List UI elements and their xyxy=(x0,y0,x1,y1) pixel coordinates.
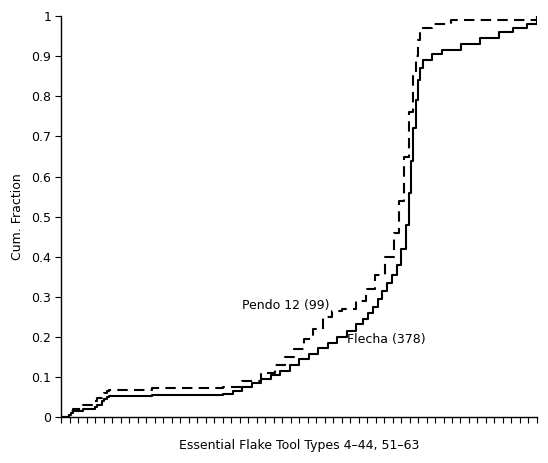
X-axis label: Essential Flake Tool Types 4–44, 51–63: Essential Flake Tool Types 4–44, 51–63 xyxy=(179,439,419,452)
Y-axis label: Cum. Fraction: Cum. Fraction xyxy=(11,173,24,260)
Text: Flecha (378): Flecha (378) xyxy=(347,333,425,346)
Text: Pendo 12 (99): Pendo 12 (99) xyxy=(242,299,330,312)
